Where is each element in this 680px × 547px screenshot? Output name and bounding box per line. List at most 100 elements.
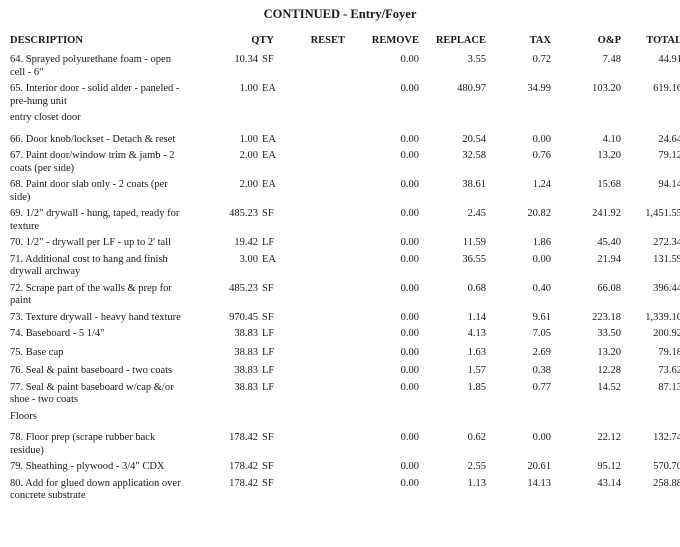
cell-replace: 1.13 [467,477,486,489]
cell-description: 64. Sprayed polyurethane foam - open cel… [10,54,171,78]
cell-qty: 19.42 LF [185,237,286,254]
cell-replace: 2.45 [467,208,486,219]
cell-replace: 1.85 [467,381,486,393]
qty-value: 38.83 [234,365,258,376]
qty-unit: SF [262,282,274,294]
col-header-remove: REMOVE [371,35,419,46]
qty-unit: SF [262,311,274,323]
cell-reset [286,478,345,507]
qty-value: 1.00 [239,133,258,145]
cell-description: 69. 1/2" drywall - hung, taped, ready fo… [10,208,180,232]
cell-replace: 4.13 [467,328,486,339]
cell-qty: 38.83 LF [185,365,286,382]
cell-tax: 0.38 [532,365,551,376]
cell-total: 1,451.55 [645,208,680,219]
cell-remove: 0.00 [400,179,419,190]
cell-op: 14.52 [597,381,621,393]
col-header-tax: TAX [529,35,551,46]
cell-tax: 0.76 [532,150,551,161]
qty-unit: EA [262,83,276,94]
cell-op: 13.20 [597,346,621,358]
cell-remove: 0.00 [400,461,419,472]
cell-description: 77. Seal & paint baseboard w/cap &/or sh… [10,381,174,406]
cell-total: 570.70 [653,461,680,472]
cell-op: 15.68 [597,179,621,190]
cell-description: 71. Additional cost to hang and finish d… [10,253,168,278]
cell-reset [286,347,345,366]
table-row: 71. Additional cost to hang and finish d… [10,254,680,283]
cell-replace: 1.57 [467,365,486,376]
cell-remove: 0.00 [400,381,419,393]
cell-remove: 0.00 [400,150,419,161]
cell-total: 396.44 [653,282,680,294]
table-row: 79. Sheathing - plywood - 3/4" CDX 178.42… [10,461,680,478]
qty-value: 2.00 [239,179,258,190]
qty-value: 178.42 [229,432,258,443]
cell-op: 95.12 [597,461,621,472]
qty-value: 970.45 [229,311,258,323]
cell-op: 33.50 [597,328,621,339]
cell-tax: 34.99 [527,83,551,94]
qty-value: 485.23 [229,282,258,294]
cell-replace: 3.55 [467,54,486,65]
cell-qty: 485.23 SF [185,283,286,312]
table-row: 64. Sprayed polyurethane foam - open cel… [10,54,680,83]
cell-description: 67. Paint door/window trim & jamb - 2 co… [10,150,175,174]
cell-tax: 0.77 [532,381,551,393]
table-row: 76. Seal & paint baseboard - two coats 38… [10,365,680,382]
cell-reset [286,382,345,411]
cell-remove: 0.00 [400,432,419,443]
cell-description: 66. Door knob/lockset - Detach & reset [10,133,176,145]
cell-op: 13.20 [597,150,621,161]
cell-qty: 10.34 SF [185,54,286,83]
cell-qty: 970.45 SF [185,312,286,329]
qty-unit: LF [262,237,275,248]
cell-description: 79. Sheathing - plywood - 3/4" CDX [10,461,165,472]
cell-total: 94.14 [658,179,680,190]
qty-unit: SF [262,54,274,65]
cell-reset [286,83,345,112]
cell-description: 70. 1/2" - drywall per LF - up to 2' tal… [10,237,172,248]
cell-replace: 0.68 [467,282,486,294]
cell-total: 87.13 [658,381,680,393]
cell-total: 73.62 [658,365,680,376]
cell-description: 78. Floor prep (scrape rubber back resid… [10,432,156,456]
page-title: CONTINUED - Entry/Foyer [263,7,417,21]
qty-unit: EA [262,150,276,161]
table-row: 72. Scrape part of the walls & prep for … [10,283,680,312]
qty-value: 38.83 [234,381,258,393]
cell-replace: 20.54 [462,133,486,145]
cell-remove: 0.00 [400,54,419,65]
cell-tax: 7.05 [532,328,551,339]
table-row: 67. Paint door/window trim & jamb - 2 co… [10,150,680,179]
cell-reset [286,150,345,179]
cell-tax: 0.00 [532,253,551,265]
qty-unit: SF [262,208,274,219]
col-header-replace: REPLACE [435,35,486,46]
table-row: 65. Interior door - solid alder - panele… [10,83,680,112]
cell-op: 45.40 [597,237,621,248]
cell-reset [286,134,345,151]
col-header-total: TOTAL [646,35,680,46]
cell-description: 68. Paint door slab only - 2 coats (per … [10,179,168,203]
cell-description: 73. Texture drywall - heavy hand texture [10,311,181,323]
table-row: 78. Floor prep (scrape rubber back resid… [10,432,680,461]
cell-tax: 0.00 [532,133,551,145]
cell-tax: 14.13 [527,477,551,489]
qty-value: 19.42 [234,237,258,248]
cell-tax: 2.69 [532,346,551,358]
qty-value: 38.83 [234,328,258,339]
cell-total: 79.12 [658,150,680,161]
cell-remove: 0.00 [400,328,419,339]
col-header-qty: QTY [251,35,274,46]
cell-remove: 0.00 [400,83,419,94]
qty-unit: LF [262,381,275,393]
qty-unit: LF [262,346,275,358]
cell-remove: 0.00 [400,253,419,265]
col-header-op: O&P [597,35,621,46]
qty-unit: EA [262,133,276,145]
qty-unit: SF [262,461,274,472]
cell-op: 103.20 [592,83,621,94]
table-row: 68. Paint door slab only - 2 coats (per … [10,179,680,208]
cell-replace: 38.61 [462,179,486,190]
